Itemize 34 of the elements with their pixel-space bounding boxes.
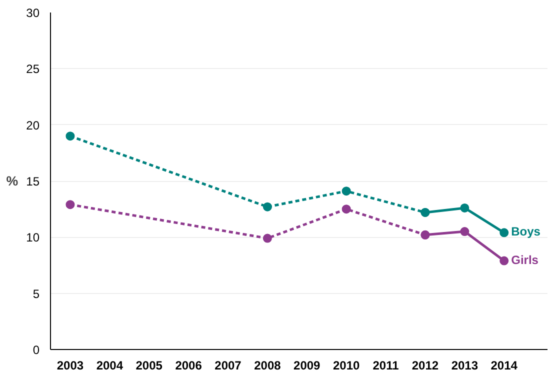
x-tick-label: 2010 — [332, 358, 360, 372]
point — [66, 200, 75, 210]
y-tick-label: 0 — [32, 343, 40, 357]
x-tick-label: 2004 — [96, 358, 124, 372]
series-label: Girls — [511, 252, 539, 267]
point — [420, 230, 430, 240]
x-tick-label: 2005 — [136, 358, 163, 372]
series-label: Boys — [511, 224, 541, 239]
y-tick-label: 30 — [26, 6, 40, 20]
y-tick-label: 5 — [32, 286, 40, 301]
y-tick-label: 15 — [26, 174, 40, 188]
point — [342, 204, 351, 214]
x-tick-label: 2012 — [412, 358, 439, 372]
point — [500, 256, 509, 266]
y-tick-label: 10 — [26, 230, 40, 245]
point — [460, 203, 470, 212]
y-tick-label: 20 — [26, 118, 40, 132]
x-tick-label: 2013 — [451, 358, 478, 372]
point — [262, 202, 272, 212]
point — [66, 132, 75, 141]
x-tick-label: 2009 — [294, 358, 321, 372]
point — [500, 228, 509, 238]
y-tick-label: 25 — [26, 62, 40, 76]
point — [420, 208, 430, 217]
x-tick-label: 2014 — [490, 358, 518, 372]
x-tick-label: 2003 — [56, 358, 84, 372]
point — [262, 234, 272, 243]
x-tick-label: 2011 — [372, 358, 400, 372]
y-axis-title: % — [6, 174, 18, 188]
point — [342, 186, 351, 196]
point — [460, 227, 470, 236]
x-tick-label: 2007 — [214, 358, 242, 372]
x-tick-label: 2008 — [254, 358, 282, 372]
x-tick-label: 2006 — [175, 358, 202, 372]
